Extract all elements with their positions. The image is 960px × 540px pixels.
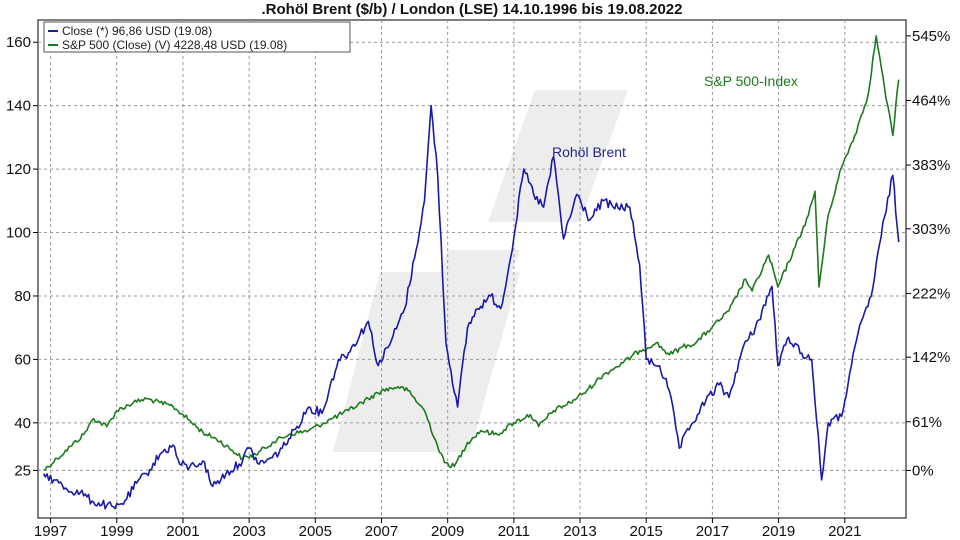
x-tick-label: 2015 (630, 523, 663, 540)
y-left-tick-label: 140 (6, 98, 31, 115)
y-right-tick-label: 545% (912, 28, 950, 45)
y-right-tick-label: 0% (912, 462, 934, 479)
x-tick-label: 2005 (299, 523, 332, 540)
y-right-tick-label: 222% (912, 285, 950, 302)
series-line-brent (42, 104, 900, 510)
x-tick-label: 2009 (431, 523, 464, 540)
y-right-tick-label: 383% (912, 157, 950, 174)
chart-title: .Rohöl Brent ($/b) / London (LSE) 14.10.… (262, 1, 683, 18)
x-tick-label: 2013 (563, 523, 596, 540)
y-right-tick-label: 61% (912, 414, 942, 431)
legend-label-close: Close (*) 96,86 USD (19.08) (62, 24, 212, 38)
y-left-tick-label: 25 (14, 462, 31, 479)
legend-box (43, 21, 351, 53)
x-tick-label: 2021 (828, 523, 861, 540)
y-right-tick-label: 142% (912, 349, 950, 366)
series-layer (42, 35, 900, 510)
y-left-tick-label: 120 (6, 161, 31, 178)
y-left-tick-label: 100 (6, 225, 31, 242)
x-tick-label: 1997 (34, 523, 67, 540)
x-tick-label: 1999 (100, 523, 133, 540)
x-tick-label: 2011 (498, 523, 530, 540)
x-tick-label: 2019 (762, 523, 795, 540)
x-tick-label: 2001 (166, 523, 199, 540)
grid (38, 20, 906, 518)
annotation-rohoel-brent: Rohöl Brent (552, 144, 626, 160)
series-line-sp500 (43, 35, 900, 472)
legend-label-sp500: S&P 500 (Close) (V) 4228,48 USD (19.08) (62, 38, 287, 52)
y-left-tick-label: 160 (6, 34, 31, 51)
y-left-tick-label: 60 (14, 351, 31, 368)
y-left-tick-label: 80 (14, 288, 31, 305)
legend: Close (*) 96,86 USD (19.08) S&P 500 (Clo… (43, 21, 351, 53)
x-tick-label: 2003 (232, 523, 265, 540)
y-right-tick-label: 303% (912, 221, 950, 238)
x-tick-label: 2017 (696, 523, 729, 540)
y-left-tick-label: 40 (14, 415, 31, 432)
y-right-tick-label: 464% (912, 92, 950, 109)
x-tick-label: 2007 (365, 523, 398, 540)
annotation-sp500-index: S&P 500-Index (704, 73, 798, 89)
axes: 1997 1999 2001 2003 2005 2007 2009 2011 2013 2015… (6, 28, 950, 540)
